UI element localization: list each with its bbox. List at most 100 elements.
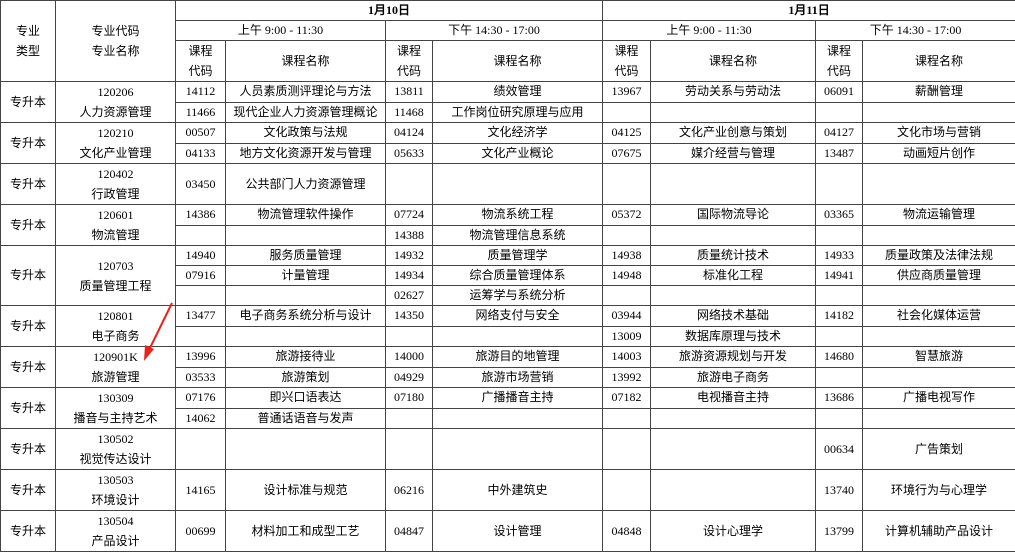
course-code: 14933 (816, 246, 863, 266)
course-code (603, 102, 651, 123)
course-name: 薪酬管理 (863, 82, 1015, 103)
course-code: 13967 (603, 82, 651, 103)
course-code (176, 286, 226, 306)
course-name (226, 286, 386, 306)
course-code: 03450 (176, 164, 226, 205)
course-code: 14938 (603, 246, 651, 266)
course-code (816, 164, 863, 205)
major-name: 质量管理工程 (58, 276, 173, 296)
course-name (863, 164, 1015, 205)
course-name: 工作岗位研究原理与应用 (433, 102, 603, 123)
course-name: 计算机辅助产品设计 (863, 511, 1015, 552)
course-code: 06216 (386, 470, 433, 511)
course-name: 媒介经营与管理 (651, 143, 816, 164)
course-name (863, 102, 1015, 123)
course-code: 14680 (816, 347, 863, 368)
table-header: 专业类型 专业代码 专业名称 1月10日 1月11日 上午 9:00 - 11:… (1, 1, 1015, 82)
course-name: 动画短片创作 (863, 143, 1015, 164)
major-name: 产品设计 (58, 531, 173, 551)
course-name: 劳动关系与劳动法 (651, 82, 816, 103)
course-code: 13992 (603, 367, 651, 388)
course-code: 06091 (816, 82, 863, 103)
course-code: 07180 (386, 388, 433, 409)
course-code (603, 470, 651, 511)
course-name: 现代企业人力资源管理概论 (226, 102, 386, 123)
course-code (603, 225, 651, 246)
course-code: 04124 (386, 123, 433, 144)
course-name: 旅游策划 (226, 367, 386, 388)
course-name: 电子商务系统分析与设计 (226, 306, 386, 327)
course-code: 13799 (816, 511, 863, 552)
course-code: 14386 (176, 205, 226, 226)
course-code (816, 326, 863, 347)
major-code: 120601 (58, 205, 173, 225)
course-name: 广告策划 (863, 429, 1015, 470)
course-code: 00507 (176, 123, 226, 144)
course-name (226, 429, 386, 470)
course-code (816, 286, 863, 306)
major-code: 120901K (58, 347, 173, 367)
course-name (651, 408, 816, 429)
course-name (651, 102, 816, 123)
course-name (863, 286, 1015, 306)
header-major-name: 专业名称 (58, 41, 173, 61)
major-type: 专升本 (1, 164, 56, 205)
course-name: 社会化媒体运营 (863, 306, 1015, 327)
header-course-name: 课程名称 (226, 41, 386, 82)
major-code: 130502 (58, 429, 173, 449)
course-code: 02627 (386, 286, 433, 306)
header-cell: 专业类型 (1, 1, 56, 82)
major-type: 专升本 (1, 388, 56, 429)
course-name: 供应商质量管理 (863, 266, 1015, 286)
session-header: 下午 14:30 - 17:00 (816, 21, 1015, 41)
course-name (651, 164, 816, 205)
course-code: 07724 (386, 205, 433, 226)
course-name: 旅游资源规划与开发 (651, 347, 816, 368)
course-code: 03365 (816, 205, 863, 226)
header-cell: 课程代码 (603, 41, 651, 82)
course-name: 即兴口语表达 (226, 388, 386, 409)
course-code: 14112 (176, 82, 226, 103)
course-name: 电视播音主持 (651, 388, 816, 409)
course-code (386, 429, 433, 470)
course-code (816, 102, 863, 123)
major-code: 130504 (58, 511, 173, 531)
major-type: 专升本 (1, 123, 56, 164)
course-code: 00699 (176, 511, 226, 552)
day-header: 1月11日 (603, 1, 1015, 21)
course-code: 07182 (603, 388, 651, 409)
major-name: 物流管理 (58, 225, 173, 245)
course-code: 03944 (603, 306, 651, 327)
header-cell: 课程代码 (386, 41, 433, 82)
course-name: 旅游市场营销 (433, 367, 603, 388)
course-name: 旅游电子商务 (651, 367, 816, 388)
course-name: 文化经济学 (433, 123, 603, 144)
course-code: 14388 (386, 225, 433, 246)
course-code: 04848 (603, 511, 651, 552)
major-code: 120210 (58, 123, 173, 143)
course-name: 物流系统工程 (433, 205, 603, 226)
major-code: 120801 (58, 306, 173, 326)
course-name: 文化政策与法规 (226, 123, 386, 144)
course-code: 04127 (816, 123, 863, 144)
course-code: 14350 (386, 306, 433, 327)
course-name: 公共部门人力资源管理 (226, 164, 386, 205)
course-code: 04847 (386, 511, 433, 552)
course-code: 14940 (176, 246, 226, 266)
course-name (651, 286, 816, 306)
